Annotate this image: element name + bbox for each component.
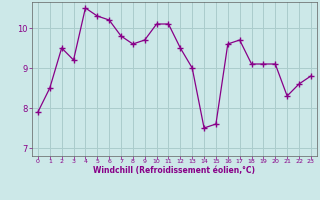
X-axis label: Windchill (Refroidissement éolien,°C): Windchill (Refroidissement éolien,°C) [93,166,255,175]
